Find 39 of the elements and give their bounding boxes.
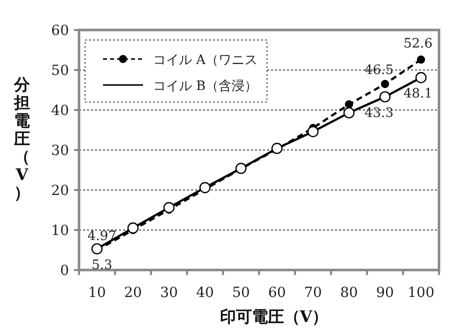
y-tick-label: 40 — [51, 103, 69, 119]
data-label: 52.6 — [404, 36, 432, 52]
legend-label: コイル B（含浸） — [153, 79, 258, 94]
data-label: 5.3 — [92, 258, 112, 273]
x-tick-label: 70 — [304, 285, 322, 301]
y-tick-label: 20 — [51, 183, 69, 199]
point — [307, 126, 319, 138]
point — [271, 142, 283, 154]
y-tick-label: 30 — [51, 143, 69, 159]
y-axis-title: 分担電圧（V） — [13, 75, 31, 202]
x-tick-label: 20 — [124, 285, 142, 301]
y-tick-label: 50 — [51, 63, 69, 79]
point — [380, 80, 390, 88]
y-tick-label: 10 — [51, 223, 69, 239]
data-label: 43.3 — [364, 106, 394, 121]
point — [91, 243, 103, 254]
x-axis-title: 印可電圧（V） — [220, 307, 328, 326]
x-tick-label: 80 — [340, 285, 358, 301]
point — [199, 182, 211, 194]
x-tick-label: 100 — [408, 285, 434, 301]
data-label: 46.5 — [364, 63, 394, 78]
y-tick-label: 0 — [60, 263, 69, 279]
point — [379, 91, 391, 102]
x-tick-label: 60 — [268, 285, 286, 301]
x-tick-label: 40 — [196, 285, 214, 301]
point — [415, 72, 427, 84]
point — [163, 202, 175, 214]
point — [416, 56, 426, 64]
x-tick-label: 10 — [88, 285, 106, 301]
point — [344, 100, 354, 108]
x-tick-label: 90 — [376, 285, 394, 301]
data-label: 4.97 — [88, 229, 116, 244]
x-tick-label: 50 — [232, 285, 250, 301]
data-label: 48.1 — [404, 86, 432, 102]
legend-label: コイル A（ワニス — [153, 53, 258, 68]
point — [343, 107, 355, 118]
x-tick-label: 30 — [160, 285, 178, 301]
y-tick-label: 60 — [51, 23, 69, 39]
point — [127, 222, 139, 234]
